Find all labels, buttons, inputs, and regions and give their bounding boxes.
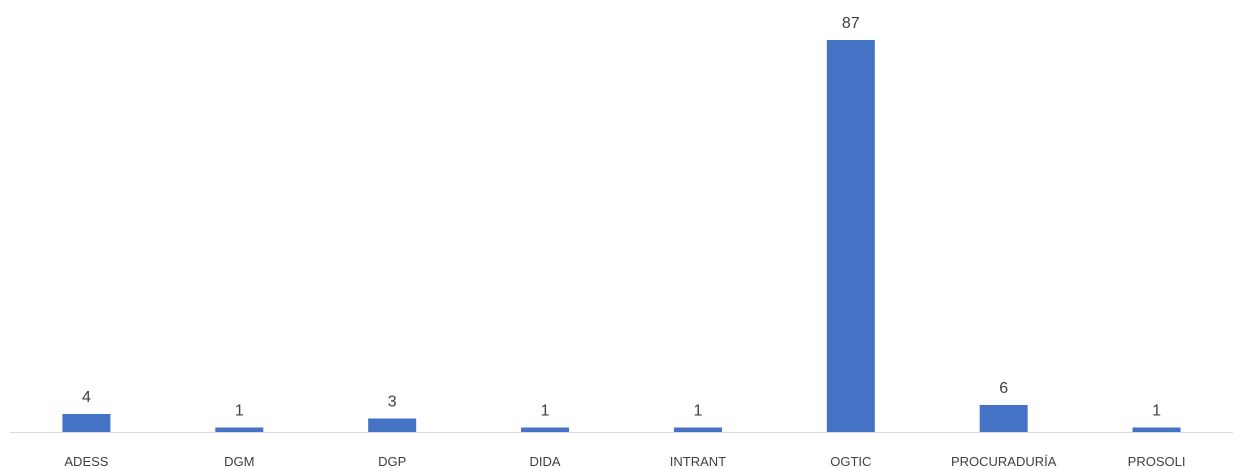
bar-dgp	[368, 418, 417, 432]
data-label: 87	[842, 15, 860, 32]
bars-layer	[62, 40, 1181, 432]
bar-procuraduría	[979, 404, 1028, 432]
data-label: 1	[541, 402, 550, 419]
x-tick-label: DGM	[224, 454, 254, 469]
data-label: 3	[388, 393, 397, 410]
data-label: 4	[82, 389, 91, 406]
x-tick-label: DGP	[378, 454, 406, 469]
bar-ogtic	[826, 40, 875, 432]
data-label: 6	[999, 380, 1008, 397]
bar-prosoli	[1132, 427, 1181, 432]
bar-dida	[521, 427, 570, 432]
data-label: 1	[693, 402, 702, 419]
bar-adess	[62, 413, 111, 432]
x-tick-label: PROCURADURÍA	[951, 454, 1057, 469]
x-tick-label: OGTIC	[830, 454, 871, 469]
x-tick-label: PROSOLI	[1128, 454, 1186, 469]
bar-dgm	[215, 427, 264, 432]
data-label: 1	[1152, 402, 1161, 419]
x-tick-labels-layer: ADESS DGM DGP DIDA INTRANT OGTIC PROCURADURÍA P…	[64, 454, 1185, 469]
data-labels-layer: 4 1 3 1 1 87 6 1	[82, 15, 1161, 419]
bar-intrant	[673, 427, 722, 432]
x-tick-label: ADESS	[64, 454, 108, 469]
x-tick-label: DIDA	[530, 454, 561, 469]
data-label: 1	[235, 402, 244, 419]
x-tick-label: INTRANT	[670, 454, 726, 469]
